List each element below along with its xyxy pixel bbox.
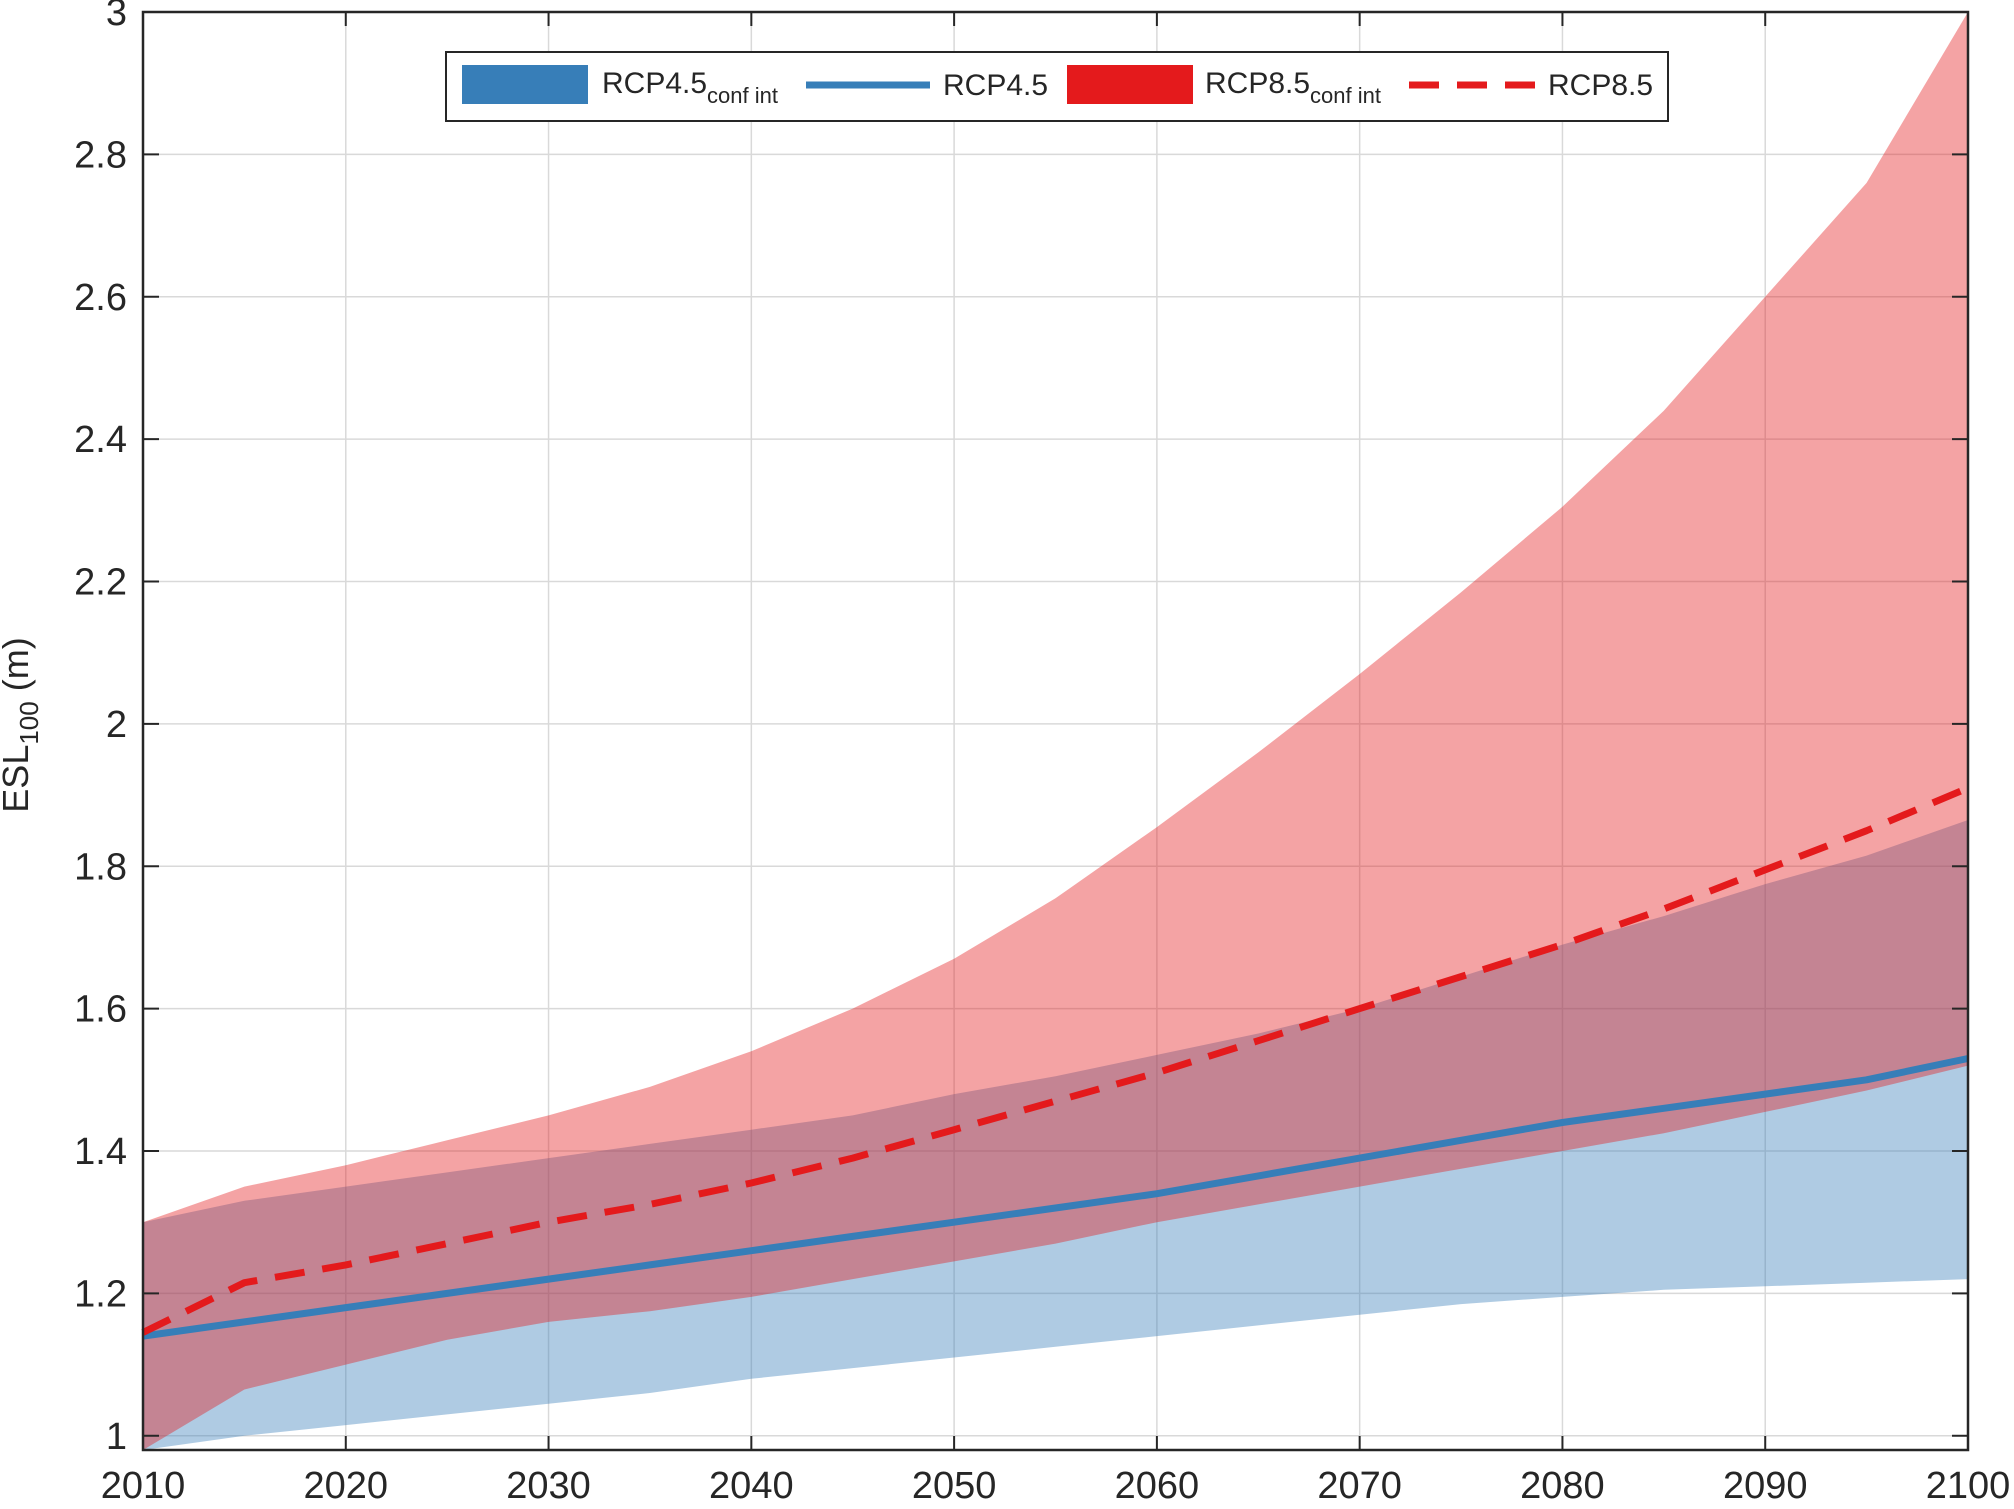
y-axis-label-main: ESL (0, 745, 36, 813)
legend-label-rcp45-conf-int-main: RCP4.5 (602, 67, 707, 100)
y-tick-label: 2.2 (74, 562, 127, 604)
y-tick-label: 2 (106, 704, 127, 746)
legend: RCP4.5conf int RCP4.5 RCP8.5conf int RCP… (445, 51, 1669, 122)
band-rcp8-5-conf-int (143, 12, 1968, 1450)
y-axis-label-unit: (m) (0, 637, 36, 701)
line-rcp4-5 (142, 1055, 1969, 1340)
y-tick-label: 1.2 (74, 1273, 127, 1315)
x-tick-label: 2060 (1115, 1465, 1200, 1507)
y-tick-labels: 1 1.2 1.4 1.6 1.8 2 2.2 2.4 2.6 2.8 3 (74, 0, 127, 1458)
y-axis-label: ESL100 (m) (0, 637, 44, 812)
axis-ticks (142, 11, 1969, 1450)
x-tick-label: 2050 (912, 1465, 997, 1507)
y-tick-label: 2.4 (74, 419, 127, 461)
x-tick-label: 2100 (1926, 1465, 2011, 1507)
x-tick-label: 2040 (709, 1465, 794, 1507)
band-rcp4-5-conf-int (143, 820, 1968, 1450)
legend-swatch-rcp45-conf-int (462, 65, 588, 104)
y-tick-label: 2.8 (74, 134, 127, 176)
y-axis-label-sub: 100 (14, 701, 44, 744)
legend-label-rcp85-conf-int: RCP8.5conf int (1205, 67, 1381, 108)
legend-label-rcp45-conf-int-sub: conf int (707, 83, 778, 108)
y-tick-label: 1.8 (74, 846, 127, 888)
y-tick-label: 1.4 (74, 1131, 127, 1173)
y-tick-label: 1 (106, 1416, 127, 1458)
x-tick-label: 2090 (1723, 1465, 1808, 1507)
x-tick-label: 2080 (1520, 1465, 1605, 1507)
confidence-bands (143, 12, 1968, 1450)
y-tick-label: 3 (106, 0, 127, 34)
legend-label-rcp85-conf-int-main: RCP8.5 (1205, 67, 1310, 100)
plot-frame (141, 10, 1970, 1452)
legend-label-rcp45: RCP4.5 (943, 69, 1048, 102)
legend-label-rcp45-conf-int: RCP4.5conf int (602, 67, 778, 108)
x-tick-label: 2020 (304, 1465, 389, 1507)
y-tick-label: 2.6 (74, 277, 127, 319)
x-tick-label: 2030 (506, 1465, 591, 1507)
x-tick-label: 2070 (1317, 1465, 1402, 1507)
legend-label-rcp85-conf-int-sub: conf int (1310, 83, 1381, 108)
legend-label-rcp85: RCP8.5 (1548, 69, 1653, 102)
x-tick-label: 2010 (101, 1465, 186, 1507)
series-lines (141, 784, 1970, 1340)
legend-swatch-rcp85-conf-int (1067, 65, 1193, 104)
y-tick-label: 1.6 (74, 989, 127, 1031)
x-tick-labels: 2010 2020 2030 2040 2050 2060 2070 2080 2090 2100 (101, 1465, 2011, 1507)
